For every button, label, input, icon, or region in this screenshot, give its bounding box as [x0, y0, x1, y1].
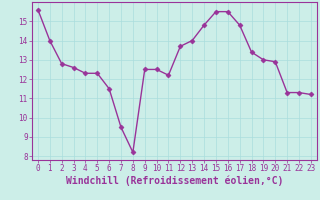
X-axis label: Windchill (Refroidissement éolien,°C): Windchill (Refroidissement éolien,°C) — [66, 176, 283, 186]
